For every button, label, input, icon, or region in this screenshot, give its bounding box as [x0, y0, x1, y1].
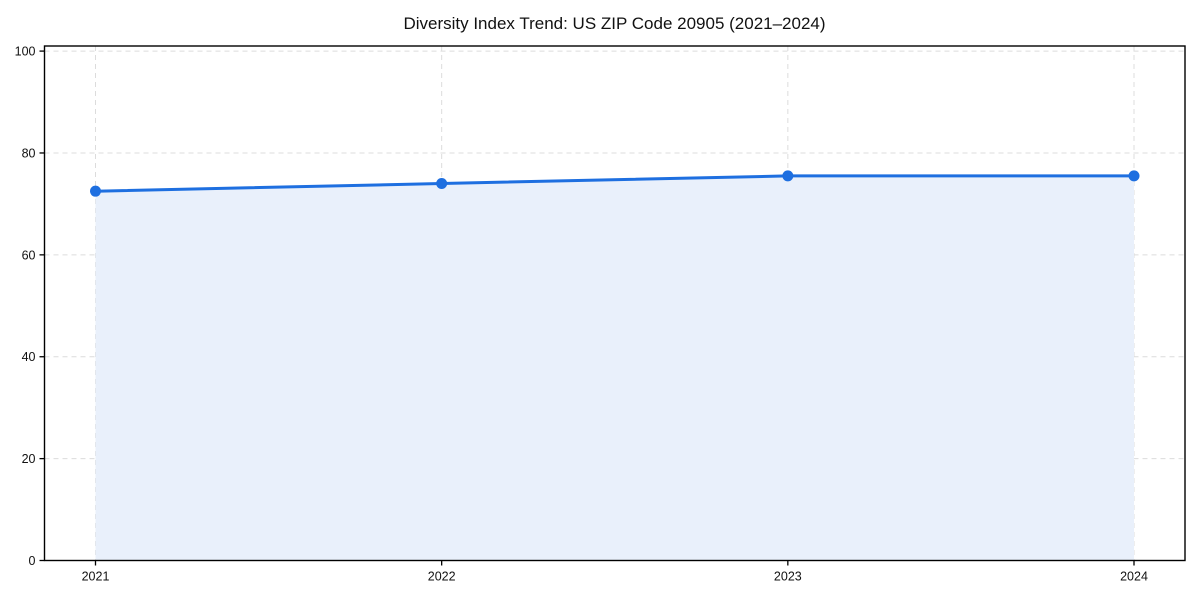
x-tick-label: 2023 [774, 570, 802, 584]
x-tick-label: 2022 [428, 570, 456, 584]
y-tick-label: 100 [15, 45, 36, 59]
data-point [1128, 170, 1140, 182]
x-axis-tick-labels: 2021 2022 2023 2024 [82, 570, 1148, 584]
tick-marks [39, 50, 1135, 566]
trend-line [94, 174, 1136, 193]
y-tick-label: 60 [22, 248, 36, 262]
y-tick-label: 20 [22, 452, 36, 466]
data-point-markers [90, 170, 1140, 197]
data-point [90, 185, 101, 197]
axes-frame [43, 45, 1186, 562]
x-tick-label: 2021 [82, 570, 110, 584]
y-tick-label: 80 [22, 146, 36, 160]
x-tick-label: 2024 [1120, 570, 1148, 584]
chart-title: Diversity Index Trend: US ZIP Code 20905… [403, 14, 826, 33]
data-point [782, 170, 794, 182]
area-fill [95, 175, 1134, 561]
y-tick-label: 0 [29, 554, 36, 568]
data-point [436, 178, 448, 190]
y-axis-tick-labels: 0 20 40 60 80 100 [15, 45, 36, 568]
y-tick-label: 40 [22, 350, 36, 364]
